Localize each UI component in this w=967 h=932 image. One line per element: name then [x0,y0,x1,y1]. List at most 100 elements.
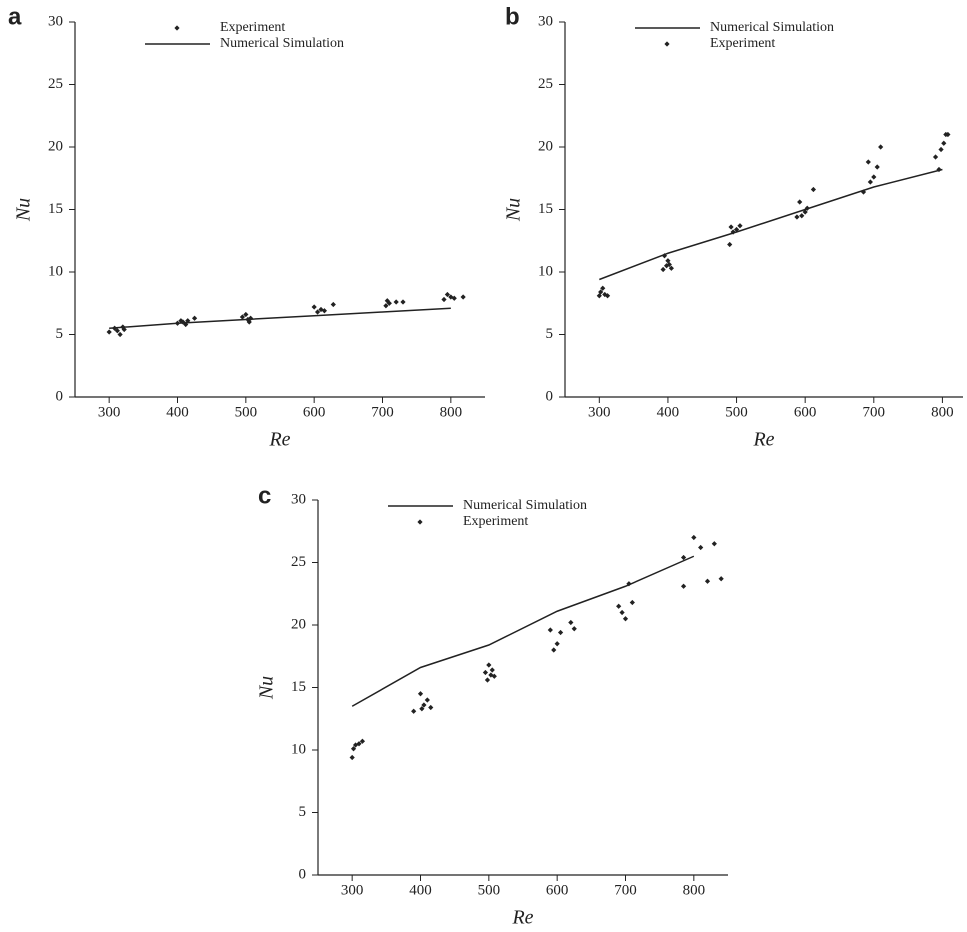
panel-label: c [258,482,271,509]
x-tick-label: 700 [614,882,637,898]
x-tick-label: 400 [166,404,189,420]
y-tick-label: 15 [48,201,63,217]
x-tick-label: 400 [657,404,680,420]
legend-label: Numerical Simulation [220,36,344,51]
experiment-point [393,299,399,305]
experiment-point [668,265,674,271]
experiment-point [871,174,877,180]
y-tick-label: 0 [299,866,307,882]
x-tick-label: 500 [725,404,748,420]
experiment-point [799,213,805,219]
experiment-point [311,304,317,310]
y-tick-label: 25 [48,76,63,92]
y-tick-label: 10 [538,263,553,279]
experiment-point [417,691,424,697]
experiment-point [802,209,808,215]
legend-key [664,41,670,47]
experiment-point [491,673,497,679]
experiment-point [444,291,451,298]
experiment-point [680,583,687,589]
experiment-point [243,311,249,318]
experiment-point [568,619,574,626]
panel-label: a [8,3,22,30]
y-tick-label: 20 [48,138,63,154]
experiment-point [666,261,672,268]
experiment-point [945,131,951,138]
experiment-point [598,289,604,295]
experiment-point [419,706,425,712]
x-tick-label: 500 [478,882,501,898]
legend-key [174,25,180,31]
experiment-point [727,241,733,248]
experiment-point [239,314,246,320]
y-tick-label: 20 [538,138,553,154]
y-tick-label: 10 [291,741,306,757]
x-axis-label: Re [268,429,290,451]
experiment-point [400,299,406,305]
x-tick-label: 700 [863,404,886,420]
experiment-point [938,146,944,153]
x-tick-label: 800 [683,882,706,898]
y-tick-label: 5 [546,326,554,342]
experiment-point [114,328,120,334]
x-tick-label: 800 [440,404,463,420]
panel-label: b [505,3,520,30]
experiment-point [730,229,736,235]
experiment-point [728,224,734,230]
experiment-point [604,293,611,299]
experiment-point [451,295,457,301]
experiment-point [616,603,622,609]
y-tick-label: 5 [56,326,64,342]
experiment-point [867,179,873,185]
x-tick-label: 600 [303,404,326,420]
experiment-point [804,205,810,211]
y-tick-label: 20 [291,616,306,632]
experiment-point [484,677,491,683]
y-tick-label: 5 [299,804,307,820]
simulation-line [109,307,451,329]
experiment-point [121,326,127,333]
y-tick-label: 10 [48,263,63,279]
experiment-point [330,301,336,308]
y-axis-label: Nu [13,198,35,222]
y-tick-label: 15 [538,201,553,217]
experiment-point [486,662,492,668]
y-tick-label: 30 [48,13,63,29]
y-axis-label: Nu [256,676,278,700]
x-tick-label: 300 [341,882,364,898]
experiment-point [383,303,389,309]
experiment-point [629,599,635,606]
experiment-point [704,578,711,584]
experiment-point [936,166,942,173]
experiment-point [691,534,697,541]
experiment-point [680,554,687,561]
x-tick-label: 700 [371,404,394,420]
simulation-line [351,555,695,707]
experiment-point [359,738,366,744]
x-tick-label: 300 [98,404,121,420]
experiment-point [660,266,666,273]
y-axis-label: Nu [503,198,525,222]
x-tick-label: 500 [235,404,258,420]
y-tick-label: 0 [546,388,554,404]
experiment-point [191,315,198,321]
experiment-point [321,308,328,314]
experiment-point [350,746,357,752]
experiment-point [865,159,871,165]
experiment-point [794,214,800,220]
simulation-line [599,168,943,281]
experiment-point [600,285,606,291]
experiment-point [571,626,577,632]
experiment-point [411,708,417,714]
experiment-point [554,641,560,647]
experiment-point [733,226,740,233]
x-tick-label: 400 [409,882,432,898]
experiment-point [810,186,817,193]
experiment-point [386,300,392,306]
experiment-point [489,667,495,673]
x-axis-label: Re [752,429,774,451]
experiment-point [441,296,447,303]
x-tick-label: 600 [794,404,817,420]
legend-label: Experiment [220,20,285,35]
x-tick-label: 300 [588,404,611,420]
